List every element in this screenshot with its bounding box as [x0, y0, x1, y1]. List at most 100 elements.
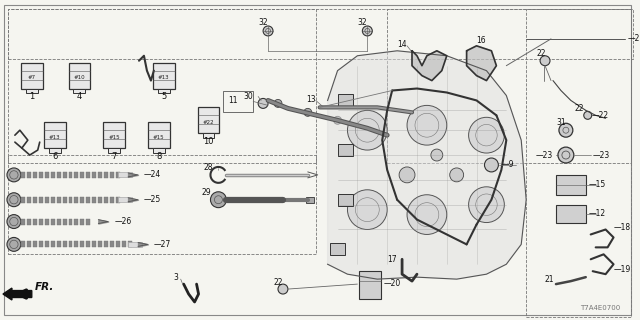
Bar	[116, 172, 120, 178]
Bar	[63, 241, 67, 247]
Bar	[63, 219, 67, 225]
Text: —2: —2	[627, 34, 640, 44]
Text: 4: 4	[77, 92, 82, 101]
Polygon shape	[467, 46, 497, 81]
Text: —23: —23	[593, 150, 610, 160]
Bar	[223, 91, 253, 112]
Bar	[8, 9, 316, 163]
Text: —12: —12	[589, 209, 606, 218]
Bar	[38, 219, 43, 225]
Bar	[81, 219, 84, 225]
Bar	[81, 172, 84, 178]
Text: —15: —15	[589, 180, 606, 189]
Text: 1: 1	[29, 92, 35, 101]
Bar	[63, 172, 67, 178]
Text: 29: 29	[202, 188, 211, 197]
Bar	[104, 197, 108, 203]
Text: 32: 32	[259, 19, 268, 28]
Circle shape	[258, 99, 268, 108]
Bar	[51, 197, 54, 203]
Bar	[74, 219, 79, 225]
Bar	[556, 175, 586, 195]
Bar	[51, 172, 54, 178]
Bar	[45, 172, 49, 178]
Bar	[49, 148, 61, 153]
Bar	[92, 241, 96, 247]
Bar	[387, 9, 632, 163]
Text: 14: 14	[397, 40, 407, 49]
Text: #13: #13	[49, 135, 60, 140]
FancyArrow shape	[3, 288, 32, 300]
Circle shape	[274, 100, 282, 108]
Bar	[108, 148, 120, 153]
Text: —27: —27	[154, 240, 171, 249]
Circle shape	[7, 168, 21, 182]
Text: —22: —22	[592, 111, 609, 120]
Circle shape	[558, 147, 574, 163]
Bar	[103, 122, 125, 148]
Bar	[45, 197, 49, 203]
Bar	[122, 241, 126, 247]
Bar	[118, 197, 132, 202]
Bar	[153, 148, 165, 153]
Bar	[158, 89, 170, 93]
Text: 32: 32	[358, 19, 367, 28]
Text: —26: —26	[114, 217, 131, 226]
Text: 31: 31	[556, 118, 566, 127]
Bar	[526, 9, 632, 317]
Circle shape	[263, 26, 273, 36]
Text: —24: —24	[144, 170, 161, 180]
Bar	[337, 94, 353, 106]
Text: 16: 16	[477, 36, 486, 45]
Circle shape	[540, 56, 550, 66]
Bar	[33, 197, 36, 203]
Circle shape	[304, 108, 312, 116]
Text: #15: #15	[108, 135, 120, 140]
Text: #15: #15	[153, 135, 164, 140]
Bar	[116, 197, 120, 203]
Bar	[27, 241, 31, 247]
Bar	[92, 172, 96, 178]
Bar	[38, 241, 43, 247]
Bar	[74, 197, 79, 203]
Bar	[104, 241, 108, 247]
Text: 22: 22	[273, 278, 283, 287]
Bar	[68, 172, 72, 178]
Bar	[27, 197, 31, 203]
Text: FR.: FR.	[35, 282, 54, 292]
Text: —19: —19	[614, 265, 631, 274]
Bar	[337, 144, 353, 156]
Circle shape	[468, 187, 504, 222]
Bar	[86, 241, 90, 247]
Bar	[27, 172, 31, 178]
Circle shape	[450, 168, 463, 182]
Bar	[56, 241, 61, 247]
Bar	[556, 205, 586, 222]
Circle shape	[584, 111, 592, 119]
Bar	[33, 241, 36, 247]
Bar	[8, 9, 634, 59]
Text: —18: —18	[614, 223, 630, 232]
Bar	[99, 172, 102, 178]
Bar	[306, 197, 314, 203]
Text: —20: —20	[383, 279, 401, 288]
Text: 30: 30	[243, 92, 253, 101]
Bar	[74, 241, 79, 247]
Bar	[45, 219, 49, 225]
Circle shape	[333, 116, 342, 124]
Text: 13: 13	[306, 95, 316, 104]
Circle shape	[399, 167, 415, 183]
Text: 11: 11	[228, 96, 238, 105]
Bar	[38, 172, 43, 178]
Bar	[21, 197, 25, 203]
Bar	[68, 241, 72, 247]
Bar	[21, 241, 25, 247]
Text: —23: —23	[536, 150, 553, 160]
Bar	[128, 242, 142, 247]
Bar	[56, 197, 61, 203]
Bar	[68, 197, 72, 203]
Bar	[21, 219, 25, 225]
Bar	[92, 197, 96, 203]
Bar	[86, 197, 90, 203]
Text: #7: #7	[28, 75, 36, 80]
